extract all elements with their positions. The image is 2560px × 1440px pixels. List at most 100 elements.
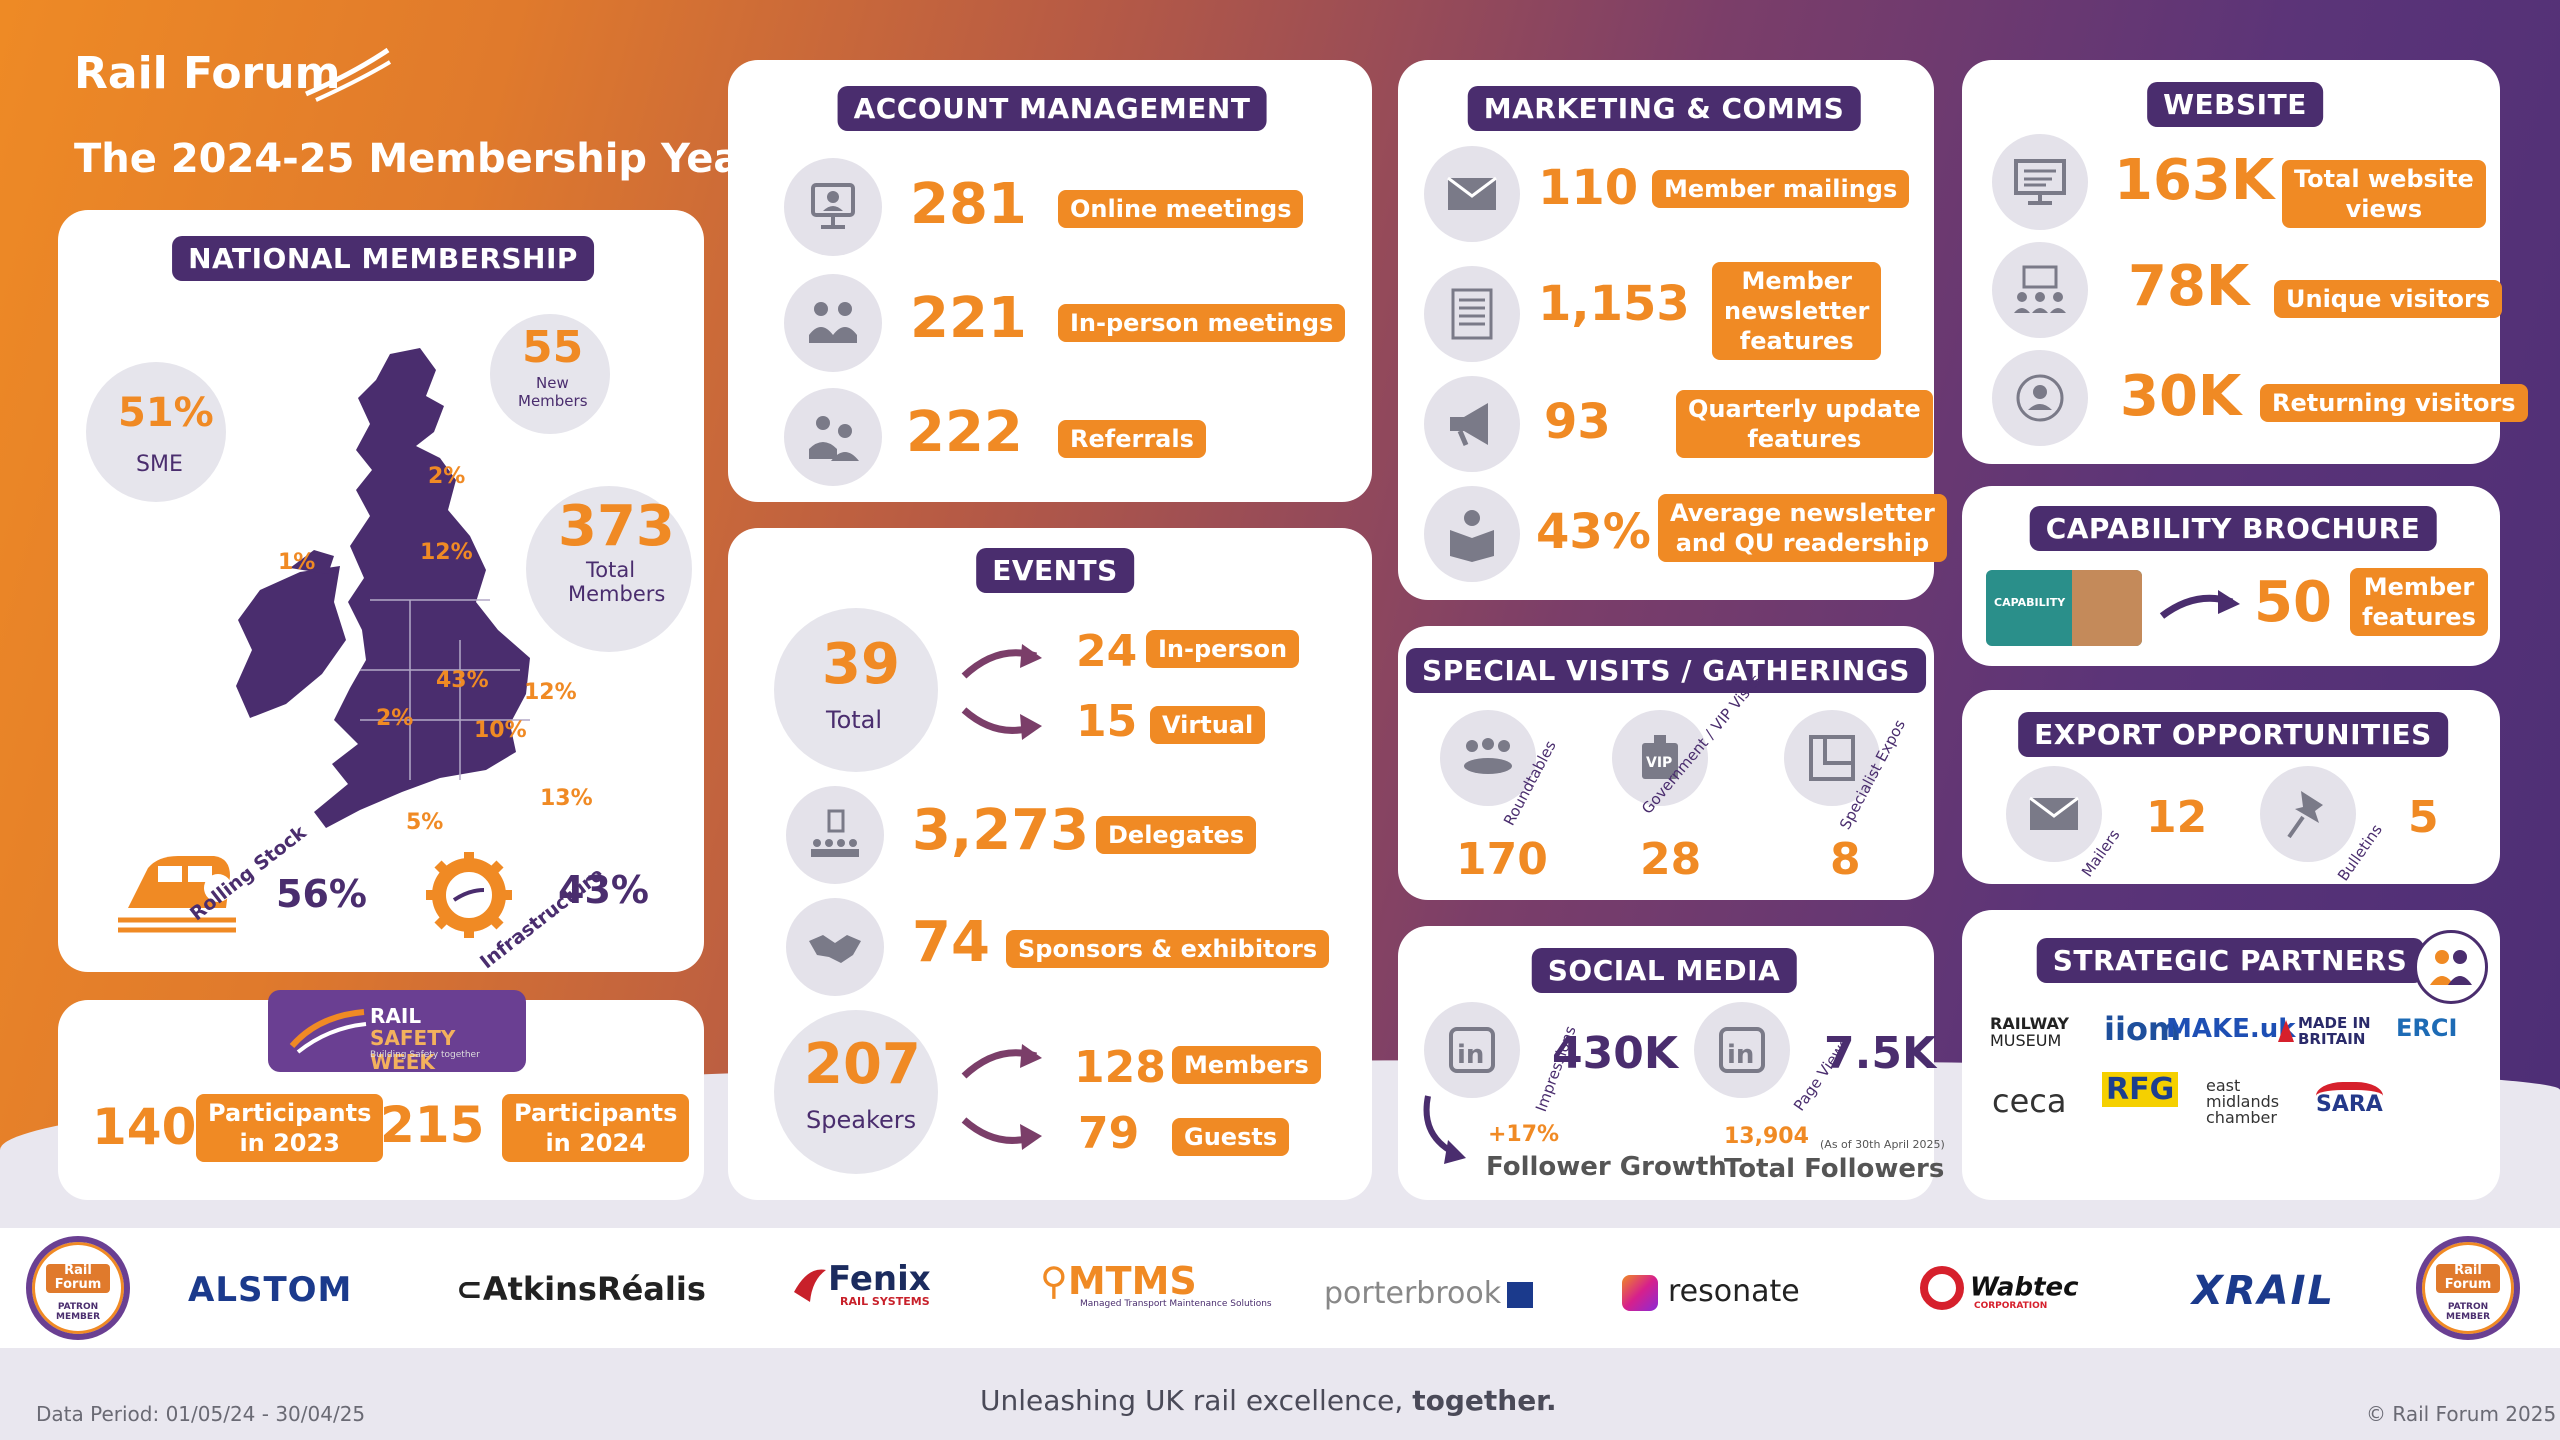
erci-logo: ERCI xyxy=(2396,1014,2457,1042)
readership-value: 43% xyxy=(1536,504,1651,560)
wabtec-logo: Wabtec CORPORATION xyxy=(1920,1266,2079,1310)
in-person-meetings-label: In-person meetings xyxy=(1058,304,1345,342)
total-members-value: 373 xyxy=(558,494,675,559)
safety-2023-label-line2: in 2023 xyxy=(208,1128,371,1158)
events-virtual-value: 15 xyxy=(1076,696,1137,747)
rolling-stock-value: 56% xyxy=(276,872,367,916)
referrals-value: 222 xyxy=(906,400,1023,465)
roundtables-value: 170 xyxy=(1456,834,1548,885)
copyright: © Rail Forum 2025 xyxy=(2366,1402,2556,1426)
atkinsrealis-text: AtkinsRéalis xyxy=(483,1270,706,1308)
arrow-icon xyxy=(958,1110,1048,1160)
rfg-logo: RFG xyxy=(2102,1072,2178,1107)
bulletins-value: 5 xyxy=(2408,792,2439,843)
in-person-meeting-icon xyxy=(784,274,882,372)
events-in-person-value: 24 xyxy=(1076,626,1137,677)
mail-icon xyxy=(1424,146,1520,242)
xrail-logo: XRAIL xyxy=(2192,1268,2335,1314)
unique-visitors-value: 78K xyxy=(2128,254,2249,319)
returning-visitors-label: Returning visitors xyxy=(2260,384,2528,422)
region-share: 1% xyxy=(278,550,315,575)
mtms-text: MTMS xyxy=(1068,1259,1197,1303)
brochure-label-line1: Member xyxy=(2362,572,2476,602)
safety-swoosh-icon xyxy=(288,1006,368,1056)
linkedin-icon: in xyxy=(1424,1002,1520,1098)
safety-2024-label-line2: in 2024 xyxy=(514,1128,677,1158)
brochure-thumb-text: CAPABILITY xyxy=(1994,596,2065,609)
brochure-value: 50 xyxy=(2254,570,2332,635)
patron-logo-strip xyxy=(0,1228,2560,1348)
porterbrook-text: porterbrook xyxy=(1324,1276,1501,1311)
patron-badge-brand: Rail Forum xyxy=(2436,1264,2500,1293)
sme-label: SME xyxy=(136,452,183,477)
reader-icon xyxy=(1424,486,1520,582)
handshake-icon xyxy=(786,898,884,996)
megaphone-icon xyxy=(1424,376,1520,472)
wabtec-subtext: CORPORATION xyxy=(1974,1302,2047,1311)
mailers-value: 12 xyxy=(2146,792,2207,843)
region-share: 12% xyxy=(420,540,473,565)
in-person-meetings-value: 221 xyxy=(910,286,1027,351)
brand-logo-text: Rail Forum xyxy=(74,48,340,99)
total-views-label-line1: Total website xyxy=(2294,164,2474,194)
readership-label-line2: and QU readership xyxy=(1670,528,1935,558)
newsletter-value: 1,153 xyxy=(1538,276,1690,332)
page-views-value: 7.5K xyxy=(1824,1028,1936,1079)
mailers-icon xyxy=(2006,766,2102,862)
region-share: 2% xyxy=(428,464,465,489)
total-followers-label: Total Followers xyxy=(1724,1154,1944,1184)
tagline-emphasis: together. xyxy=(1412,1384,1556,1417)
speakers-label: Speakers xyxy=(806,1106,916,1134)
alstom-logo: ALSTOM xyxy=(188,1270,352,1310)
region-share: 10% xyxy=(474,718,527,743)
arrow-icon xyxy=(2156,580,2246,630)
total-views-value: 163K xyxy=(2114,148,2274,213)
made-in-britain-logo: MADE IN BRITAIN xyxy=(2276,1016,2371,1048)
total-views-label: Total website views xyxy=(2282,160,2486,228)
national-membership-heading: NATIONAL MEMBERSHIP xyxy=(172,236,594,281)
mailings-label: Member mailings xyxy=(1652,170,1909,208)
quarterly-label: Quarterly update features xyxy=(1676,390,1933,458)
speaker-guests-value: 79 xyxy=(1078,1108,1139,1159)
fenix-bird-icon xyxy=(790,1262,830,1306)
brochure-label-line2: features xyxy=(2362,602,2476,632)
brand-logo: Rail Forum xyxy=(74,48,340,99)
sponsors-value: 74 xyxy=(912,910,990,975)
atkinsrealis-mark-icon: ⊂ xyxy=(456,1270,483,1308)
svg-text:in: in xyxy=(1457,1040,1484,1070)
patron-badge-label: PATRON MEMBER xyxy=(2426,1302,2510,1322)
government-vip-value: 28 xyxy=(1640,834,1701,885)
fenix-logo: Fenix RAIL SYSTEMS xyxy=(790,1262,931,1307)
referrals-label: Referrals xyxy=(1058,420,1206,458)
patron-badge-left: Rail Forum PATRON MEMBER xyxy=(26,1236,130,1340)
quarterly-label-line2: features xyxy=(1688,424,1921,454)
safety-2024-value: 215 xyxy=(380,1096,484,1154)
newsletter-label-line1: Member xyxy=(1724,266,1869,296)
website-heading: WEBSITE xyxy=(2147,82,2323,127)
quarterly-label-line1: Quarterly update xyxy=(1688,394,1921,424)
newsletter-icon xyxy=(1424,266,1520,362)
atkinsrealis-logo: ⊂AtkinsRéalis xyxy=(456,1270,706,1308)
partners-icon xyxy=(2414,930,2488,1004)
region-share: 13% xyxy=(540,786,593,811)
speaker-members-label: Members xyxy=(1172,1046,1321,1084)
total-members-label-1: Total xyxy=(586,558,635,582)
pushpin-icon xyxy=(2260,766,2356,862)
total-followers-note: (As of 30th April 2025) xyxy=(1820,1138,1945,1151)
follower-growth-label: Follower Growth xyxy=(1486,1152,1727,1182)
tagline-text: Unleashing UK rail excellence, xyxy=(980,1384,1412,1417)
capability-brochure-heading: CAPABILITY BROCHURE xyxy=(2030,506,2437,551)
page-title: The 2024-25 Membership Year xyxy=(74,136,760,182)
readership-label: Average newsletter and QU readership xyxy=(1658,494,1947,562)
svg-text:in: in xyxy=(1727,1040,1754,1070)
safety-logo-line1: RAIL xyxy=(370,1004,421,1028)
newsletter-label-line3: features xyxy=(1724,326,1869,356)
delegates-value: 3,273 xyxy=(912,798,1089,863)
online-meetings-value: 281 xyxy=(910,172,1027,237)
returning-visitor-icon xyxy=(1992,350,2088,446)
arrow-icon xyxy=(958,1036,1048,1086)
total-members-label-2: Members xyxy=(568,582,665,606)
events-virtual-label: Virtual xyxy=(1150,706,1265,744)
account-management-heading: ACCOUNT MANAGEMENT xyxy=(838,86,1267,131)
events-heading: EVENTS xyxy=(976,548,1134,593)
